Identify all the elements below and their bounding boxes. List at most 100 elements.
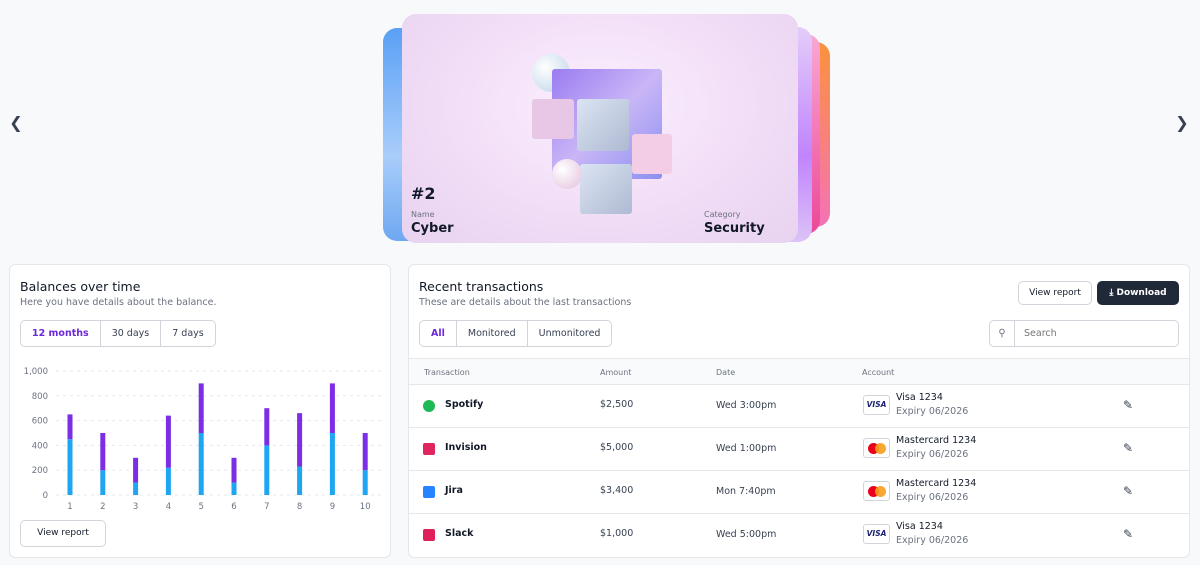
bar-segment-bottom xyxy=(297,466,303,495)
visa-logo: VISA xyxy=(866,400,887,409)
card-brand-logo: VISA xyxy=(863,395,890,415)
col-amount: Amount xyxy=(600,368,632,377)
x-tick-label: 2 xyxy=(100,502,105,512)
x-tick-label: 8 xyxy=(297,502,302,512)
x-tick-label: 10 xyxy=(360,502,371,512)
x-tick-label: 6 xyxy=(231,502,236,512)
balances-title: Balances over time xyxy=(20,279,141,294)
x-tick-label: 5 xyxy=(198,502,203,512)
slack-icon xyxy=(423,529,435,541)
edit-icon[interactable]: ✎ xyxy=(1123,527,1134,541)
bar-segment-bottom xyxy=(264,445,270,495)
bar-segment-bottom xyxy=(67,439,73,495)
x-tick-label: 3 xyxy=(133,502,138,512)
edit-icon[interactable]: ✎ xyxy=(1123,398,1134,412)
y-tick-label: 600 xyxy=(32,417,48,427)
y-tick-label: 800 xyxy=(32,392,48,402)
filter-all[interactable]: All xyxy=(420,321,457,346)
transactions-panel: Recent transactions These are details ab… xyxy=(408,264,1190,558)
download-button[interactable]: ⤓ Download xyxy=(1097,281,1179,305)
y-tick-label: 400 xyxy=(32,441,48,451)
bar-segment-top xyxy=(67,414,73,440)
bar-segment-top xyxy=(329,383,335,433)
search-box[interactable]: ⚲ xyxy=(989,320,1179,347)
balances-subtitle: Here you have details about the balance. xyxy=(20,297,217,308)
carousel-prev-button[interactable]: ❮ xyxy=(9,113,23,132)
col-account: Account xyxy=(862,368,895,377)
transactions-title: Recent transactions xyxy=(419,279,544,294)
bar-segment-bottom xyxy=(133,482,139,495)
card-brand-logo xyxy=(863,481,890,501)
transaction-name: Slack xyxy=(445,528,474,539)
cube-illustration xyxy=(512,49,682,219)
filter-unmonitored[interactable]: Unmonitored xyxy=(538,328,601,339)
transaction-date: Wed 5:00pm xyxy=(716,529,777,540)
y-tick-label: 200 xyxy=(32,466,48,476)
visa-logo: VISA xyxy=(866,529,887,538)
bar-segment-top xyxy=(297,413,303,467)
view-report-button[interactable]: View report xyxy=(1018,281,1092,305)
card-category: Security xyxy=(704,221,765,236)
y-tick-label: 0 xyxy=(43,491,48,501)
x-tick-label: 7 xyxy=(264,502,269,512)
col-date: Date xyxy=(716,368,736,377)
table-row[interactable]: Invision $5,000 Wed 1:00pm Mastercard 12… xyxy=(409,427,1189,470)
account-card: Mastercard 1234 xyxy=(896,478,977,489)
search-input[interactable] xyxy=(1015,321,1175,346)
bar-segment-top xyxy=(264,408,270,446)
bar-segment-top xyxy=(362,433,368,471)
account-expiry: Expiry 06/2026 xyxy=(896,449,969,460)
range-30-days[interactable]: 30 days xyxy=(101,321,162,346)
col-transaction: Transaction xyxy=(424,368,470,377)
bar-segment-bottom xyxy=(231,482,237,495)
transaction-amount: $5,000 xyxy=(600,442,634,453)
card-brand-logo xyxy=(863,438,890,458)
account-expiry: Expiry 06/2026 xyxy=(896,406,969,417)
transaction-amount: $2,500 xyxy=(600,399,634,410)
table-row[interactable]: Slack $1,000 Wed 5:00pm VISA Visa 1234 E… xyxy=(409,513,1189,556)
table-header: Transaction Amount Date Account xyxy=(409,358,1189,384)
bar-segment-top xyxy=(231,457,237,483)
account-card: Mastercard 1234 xyxy=(896,435,977,446)
filter-monitored[interactable]: Monitored xyxy=(457,321,528,346)
carousel-card-active[interactable]: #2 Name Cyber Category Security xyxy=(402,14,798,243)
transaction-name: Spotify xyxy=(445,399,484,410)
jira-icon xyxy=(423,486,435,498)
card-name-label: Name xyxy=(411,210,435,219)
range-12-months[interactable]: 12 months xyxy=(21,321,101,346)
bar-segment-top xyxy=(165,415,171,468)
transaction-date: Wed 3:00pm xyxy=(716,400,777,411)
mastercard-logo xyxy=(867,485,886,497)
bar-segment-top xyxy=(100,433,106,471)
bar-segment-bottom xyxy=(165,467,171,495)
x-tick-label: 4 xyxy=(166,502,171,512)
download-icon: ⤓ xyxy=(1109,288,1114,298)
filter-selector: All Monitored Unmonitored xyxy=(419,320,613,347)
bar-segment-bottom xyxy=(329,433,335,495)
card-category-label: Category xyxy=(704,210,741,219)
x-tick-label: 1 xyxy=(67,502,72,512)
y-tick-label: 1,000 xyxy=(24,367,48,377)
range-7-days[interactable]: 7 days xyxy=(172,328,204,339)
bar-segment-bottom xyxy=(100,470,106,495)
transaction-name: Jira xyxy=(445,485,463,496)
account-expiry: Expiry 06/2026 xyxy=(896,535,969,546)
transaction-date: Mon 7:40pm xyxy=(716,486,776,497)
bar-segment-bottom xyxy=(362,470,368,495)
edit-icon[interactable]: ✎ xyxy=(1123,441,1134,455)
carousel-next-button[interactable]: ❯ xyxy=(1175,113,1189,132)
card-name: Cyber xyxy=(411,221,454,236)
search-icon: ⚲ xyxy=(990,321,1015,346)
invision-icon xyxy=(423,443,435,455)
balances-chart: 0 200 400 600 800 1,000 1 2 3 4 5 6 7 8 9 10 xyxy=(24,367,382,512)
table-row[interactable]: Spotify $2,500 Wed 3:00pm VISA Visa 1234… xyxy=(409,384,1189,427)
card-brand-logo: VISA xyxy=(863,524,890,544)
spotify-icon xyxy=(423,400,435,412)
table-row[interactable]: Jira $3,400 Mon 7:40pm Mastercard 1234 E… xyxy=(409,470,1189,513)
download-label: Download xyxy=(1116,288,1167,298)
edit-icon[interactable]: ✎ xyxy=(1123,484,1134,498)
card-number: #2 xyxy=(411,184,436,203)
range-selector: 12 months 30 days 7 days xyxy=(20,320,216,347)
balances-view-report-button[interactable]: View report xyxy=(20,520,106,547)
account-card: Visa 1234 xyxy=(896,392,943,403)
